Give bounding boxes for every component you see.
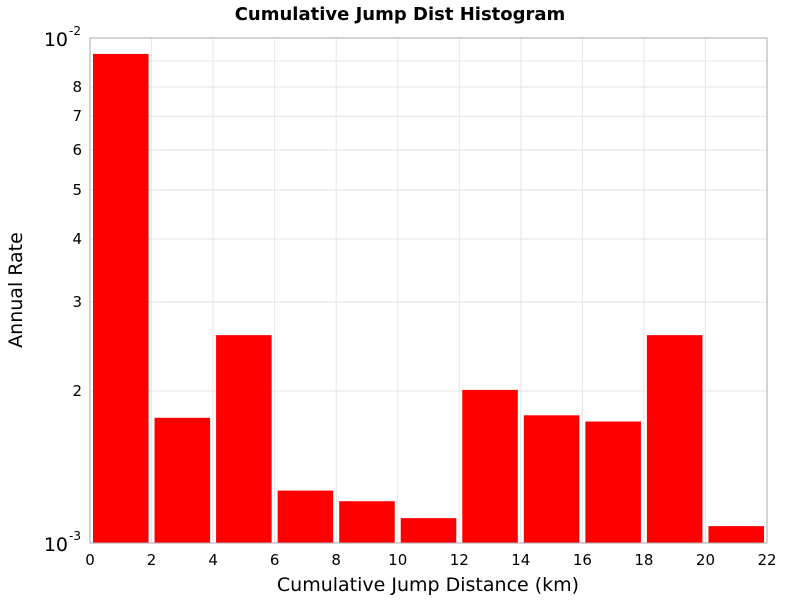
x-axis-label: Cumulative Jump Distance (km) xyxy=(277,574,579,596)
histogram-bar xyxy=(400,518,457,543)
x-tick-label: 2 xyxy=(147,551,157,569)
histogram-bar xyxy=(154,417,211,543)
y-tick-label: 2 xyxy=(72,382,82,400)
y-decade-exponent: -3 xyxy=(69,529,81,543)
histogram-bar xyxy=(216,335,272,543)
y-decade-label: 10 xyxy=(44,534,68,556)
x-tick-label: 10 xyxy=(388,551,407,569)
histogram-bar xyxy=(708,526,764,543)
x-tick-label: 16 xyxy=(573,551,592,569)
histogram-bar xyxy=(646,335,703,543)
histogram-bar xyxy=(585,421,641,543)
x-tick-label: 4 xyxy=(208,551,218,569)
y-decade-label: 10 xyxy=(44,29,68,51)
x-tick-label: 6 xyxy=(270,551,280,569)
histogram-bar xyxy=(93,53,149,544)
x-tick-label: 0 xyxy=(85,551,95,569)
grid xyxy=(90,38,767,543)
y-decade-exponent: -2 xyxy=(69,24,81,38)
histogram-bar xyxy=(277,490,334,543)
bars xyxy=(93,53,764,544)
y-axis-label: Annual Rate xyxy=(5,232,27,348)
x-tick-label: 18 xyxy=(634,551,653,569)
y-tick-label: 3 xyxy=(72,293,82,311)
y-tick-label: 5 xyxy=(72,181,82,199)
x-tick-label: 20 xyxy=(696,551,715,569)
x-axis-ticks: 0 2 4 6 8 10 12 14 16 18 20 22 xyxy=(85,551,776,569)
x-tick-label: 8 xyxy=(331,551,341,569)
x-tick-label: 12 xyxy=(450,551,469,569)
y-tick-label: 7 xyxy=(72,107,82,125)
x-tick-label: 22 xyxy=(757,551,776,569)
y-tick-label: 4 xyxy=(72,230,82,248)
x-tick-label: 14 xyxy=(511,551,530,569)
chart-title: Cumulative Jump Dist Histogram xyxy=(235,4,566,25)
histogram-bar xyxy=(523,415,580,543)
y-tick-label: 6 xyxy=(72,141,82,159)
y-tick-label: 8 xyxy=(72,78,82,96)
plot-frame xyxy=(89,37,768,544)
histogram-bar xyxy=(462,389,518,543)
histogram-bar xyxy=(339,501,395,543)
